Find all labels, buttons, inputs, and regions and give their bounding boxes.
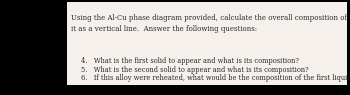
Text: Using the Al-Cu phase diagram provided, calculate the overall composition of the: Using the Al-Cu phase diagram provided, …	[71, 14, 350, 33]
Text: 5.   What is the second solid to appear and what is its composition?: 5. What is the second solid to appear an…	[81, 65, 309, 74]
Text: 6.   If this alloy were reheated, what would be the composition of the first liq: 6. If this alloy were reheated, what wou…	[81, 74, 350, 82]
Text: 4.   What is the first solid to appear and what is its composition?: 4. What is the first solid to appear and…	[81, 57, 299, 65]
Bar	[67, 2, 347, 85]
